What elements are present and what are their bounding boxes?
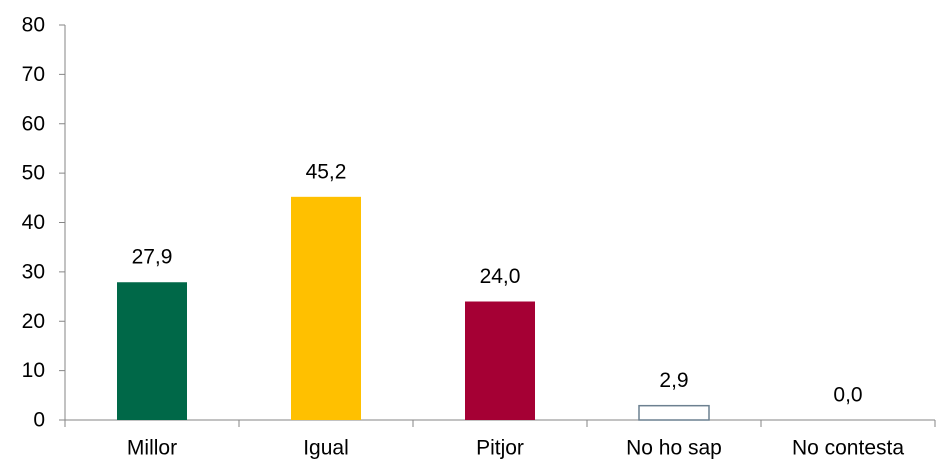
- y-tick-label: 20: [22, 310, 45, 333]
- bar: [638, 404, 710, 421]
- y-tick-label: 50: [22, 162, 45, 185]
- data-label: 24,0: [480, 265, 521, 288]
- x-tick-label: No ho sap: [626, 437, 722, 460]
- bar: [117, 282, 187, 420]
- bar: [465, 301, 535, 420]
- y-tick-label: 40: [22, 211, 45, 234]
- y-tick-label: 30: [22, 260, 45, 283]
- x-tick-label: Millor: [127, 437, 177, 460]
- bars: [117, 196, 710, 421]
- y-tick-label: 0: [33, 409, 45, 432]
- y-tick-label: 60: [22, 112, 45, 135]
- y-tick-label: 10: [22, 359, 45, 382]
- x-tick-label: No contesta: [792, 437, 904, 460]
- data-label: 0,0: [833, 384, 862, 407]
- x-axis: Millor Igual Pitjor No ho sap No contesta: [64, 419, 936, 460]
- data-label: 45,2: [306, 160, 347, 183]
- y-tick-label: 70: [22, 63, 45, 86]
- data-label: 27,9: [132, 246, 173, 269]
- x-tick-label: Igual: [303, 437, 349, 460]
- data-label: 2,9: [659, 369, 688, 392]
- bar: [291, 196, 361, 420]
- y-tick-label: 80: [22, 14, 45, 37]
- x-tick-label: Pitjor: [476, 437, 524, 460]
- data-labels: 27,9 45,2 24,0 2,9 0,0: [132, 160, 863, 406]
- y-axis: 0 10 20 30 40 50 60 70 80: [22, 14, 66, 432]
